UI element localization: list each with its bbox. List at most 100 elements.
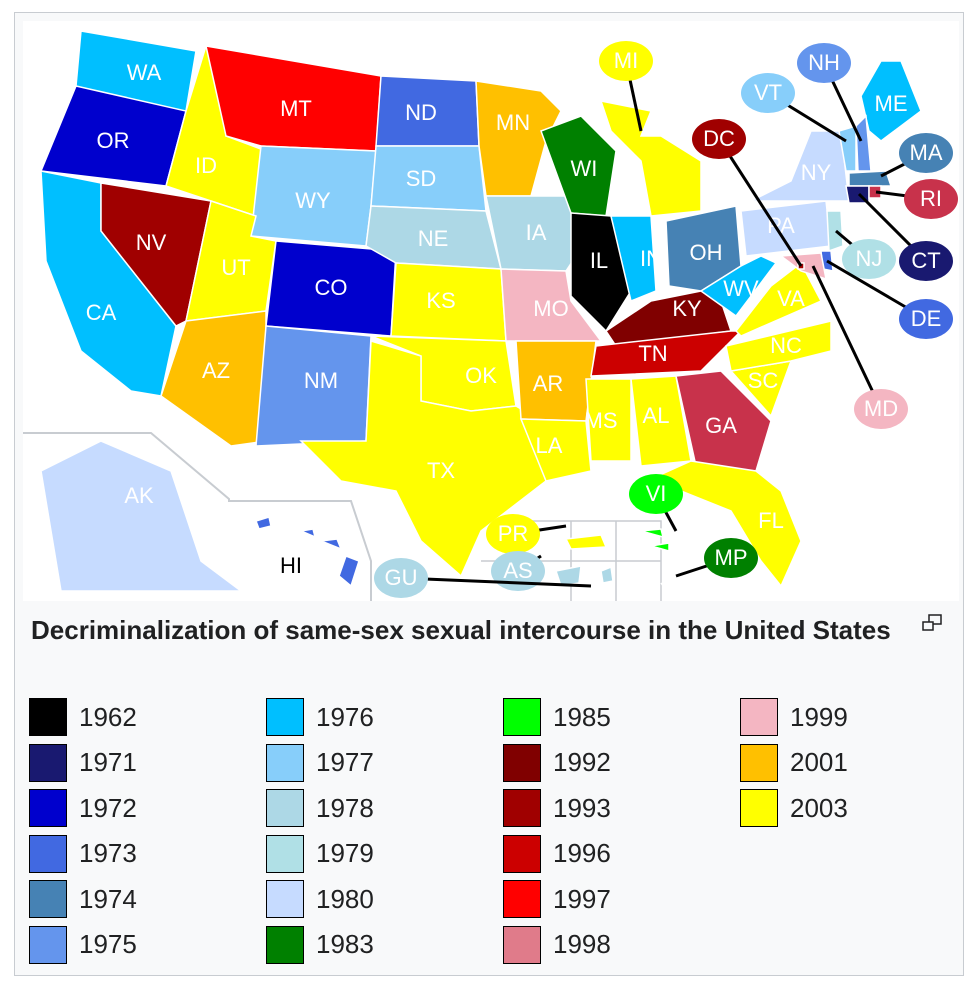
state-label: NY bbox=[801, 160, 832, 185]
legend-label: 1975 bbox=[79, 929, 137, 959]
state-label: KY bbox=[672, 296, 702, 321]
state-label: ME bbox=[875, 91, 908, 116]
legend-item: 1962 bbox=[29, 697, 137, 737]
state-shape bbox=[40, 440, 244, 592]
legend-label: 1979 bbox=[316, 838, 374, 868]
legend-item: 1996 bbox=[503, 834, 611, 874]
legend-label: 1998 bbox=[553, 929, 611, 959]
state-shape bbox=[500, 268, 603, 342]
state-label: IL bbox=[590, 248, 608, 273]
state-label: MP bbox=[715, 545, 748, 570]
state-label: IN bbox=[640, 246, 662, 271]
state-shape bbox=[338, 555, 360, 588]
label-bubble bbox=[899, 241, 953, 281]
state-label: AL bbox=[643, 403, 670, 428]
state-label: MS bbox=[585, 408, 618, 433]
state-label: RI bbox=[920, 186, 942, 211]
expand-icon[interactable] bbox=[920, 613, 944, 633]
state-shape bbox=[650, 562, 655, 568]
legend-item: 1977 bbox=[266, 743, 374, 783]
label-bubble bbox=[854, 389, 908, 429]
legend-item: 1974 bbox=[29, 879, 137, 919]
label-bubble bbox=[692, 119, 746, 159]
state-label: DC bbox=[703, 126, 735, 151]
state-label: CO bbox=[315, 275, 348, 300]
leader-line bbox=[717, 138, 803, 267]
state-label: NH bbox=[808, 50, 840, 75]
state-shape bbox=[735, 261, 823, 337]
state-shape bbox=[640, 528, 665, 539]
state-shape bbox=[838, 124, 857, 172]
state-label: KS bbox=[426, 288, 455, 313]
state-label: WI bbox=[571, 156, 598, 181]
state-label: AS bbox=[503, 558, 532, 583]
legend-swatch bbox=[266, 743, 304, 782]
state-shape bbox=[519, 418, 592, 482]
legend-item: 1993 bbox=[503, 788, 611, 828]
state-label: UT bbox=[221, 255, 250, 280]
legend-label: 1985 bbox=[553, 701, 611, 732]
state-label: SC bbox=[748, 368, 779, 393]
state-label: NV bbox=[136, 230, 167, 255]
legend-item: 1978 bbox=[266, 788, 374, 828]
state-label: OH bbox=[690, 240, 723, 265]
legend-swatch bbox=[266, 925, 304, 964]
legend-label: 1983 bbox=[316, 929, 374, 959]
legend-label: 1977 bbox=[316, 747, 374, 777]
state-shape bbox=[585, 378, 632, 462]
state-shape bbox=[540, 115, 617, 217]
legend-label: 1974 bbox=[79, 883, 137, 914]
legend-swatch bbox=[740, 743, 778, 782]
legend-item: 2003 bbox=[740, 788, 848, 828]
legend-label: 1971 bbox=[79, 747, 137, 777]
state-shape bbox=[650, 542, 670, 552]
leader-line bbox=[811, 265, 883, 410]
legend-label: 1997 bbox=[553, 883, 611, 914]
legend-item: 1975 bbox=[29, 925, 137, 965]
legend-swatch bbox=[266, 789, 304, 827]
legend-swatch bbox=[503, 743, 541, 782]
state-label: ND bbox=[405, 100, 437, 125]
legend-label: 1962 bbox=[79, 701, 137, 732]
legend-label: 1978 bbox=[316, 792, 374, 823]
state-label: WV bbox=[723, 276, 759, 301]
state-label: CA bbox=[86, 300, 117, 325]
legend-item: 1999 bbox=[740, 697, 848, 737]
legend-item: 1997 bbox=[503, 879, 611, 919]
label-bubble bbox=[904, 179, 958, 219]
legend-item: 1998 bbox=[503, 925, 611, 965]
state-shape bbox=[320, 538, 343, 551]
state-shape bbox=[855, 114, 872, 172]
legend-swatch bbox=[29, 880, 67, 918]
legend-item: 1985 bbox=[503, 697, 611, 737]
label-bubble bbox=[899, 299, 953, 339]
legend-item: 1980 bbox=[266, 879, 374, 919]
legend-item: 1976 bbox=[266, 697, 374, 737]
legend-label: 1996 bbox=[553, 838, 611, 868]
state-shape bbox=[590, 330, 743, 377]
state-label: NE bbox=[418, 226, 449, 251]
caption: Decriminalization of same-sex sexual int… bbox=[31, 615, 891, 645]
state-shape bbox=[655, 572, 660, 578]
legend-item: 1979 bbox=[266, 834, 374, 874]
state-shape bbox=[255, 516, 272, 530]
state-label: MI bbox=[614, 48, 638, 73]
state-shape bbox=[725, 320, 832, 372]
state-label: VI bbox=[646, 481, 667, 506]
legend-item: 1972 bbox=[29, 788, 137, 828]
state-label: MO bbox=[533, 296, 568, 321]
state-label: OR bbox=[97, 128, 130, 153]
label-bubble bbox=[599, 41, 653, 81]
legend-item: 1992 bbox=[503, 743, 611, 783]
state-label: TX bbox=[427, 458, 455, 483]
label-bubble bbox=[704, 538, 758, 578]
state-label: VA bbox=[777, 286, 805, 311]
state-label: IA bbox=[526, 220, 547, 245]
legend-swatch bbox=[266, 880, 304, 918]
label-bubble bbox=[486, 514, 540, 554]
state-shape bbox=[860, 60, 922, 142]
legend-swatch bbox=[29, 698, 67, 736]
legend-label: 1993 bbox=[553, 792, 611, 823]
legend-swatch bbox=[29, 789, 67, 827]
state-label: MT bbox=[280, 96, 312, 121]
